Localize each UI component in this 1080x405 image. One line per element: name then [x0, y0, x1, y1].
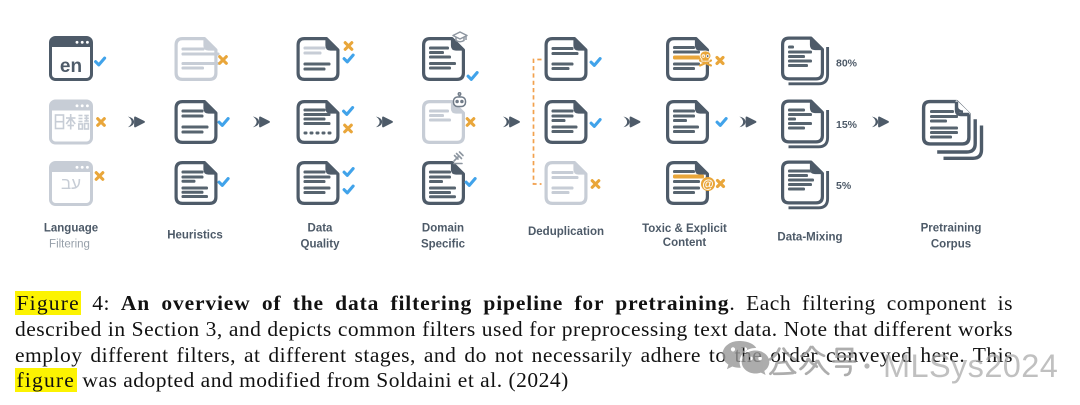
- svg-text:Toxic & Explicit: Toxic & Explicit: [642, 223, 727, 235]
- svg-text:Content: Content: [663, 237, 707, 249]
- svg-text:Domain: Domain: [422, 223, 464, 235]
- svg-text:Corpus: Corpus: [931, 239, 971, 251]
- svg-text:Specific: Specific: [421, 239, 466, 251]
- svg-text:Data-Mixing: Data-Mixing: [777, 232, 842, 244]
- svg-text:Language: Language: [44, 223, 98, 235]
- svg-text:Data: Data: [308, 223, 334, 235]
- svg-text:en: en: [60, 56, 82, 77]
- svg-text:Pretraining: Pretraining: [921, 223, 982, 235]
- svg-text:Heuristics: Heuristics: [167, 230, 223, 242]
- svg-text:@: @: [702, 179, 713, 191]
- svg-text:עב: עב: [61, 174, 81, 193]
- svg-text:Quality: Quality: [301, 239, 341, 251]
- svg-text:15%: 15%: [836, 119, 858, 131]
- svg-text:Deduplication: Deduplication: [528, 226, 604, 238]
- svg-text:Filtering: Filtering: [49, 239, 90, 251]
- svg-text:MLSys2024: MLSys2024: [883, 348, 1058, 384]
- svg-text:5%: 5%: [836, 180, 852, 192]
- svg-text:80%: 80%: [836, 58, 858, 70]
